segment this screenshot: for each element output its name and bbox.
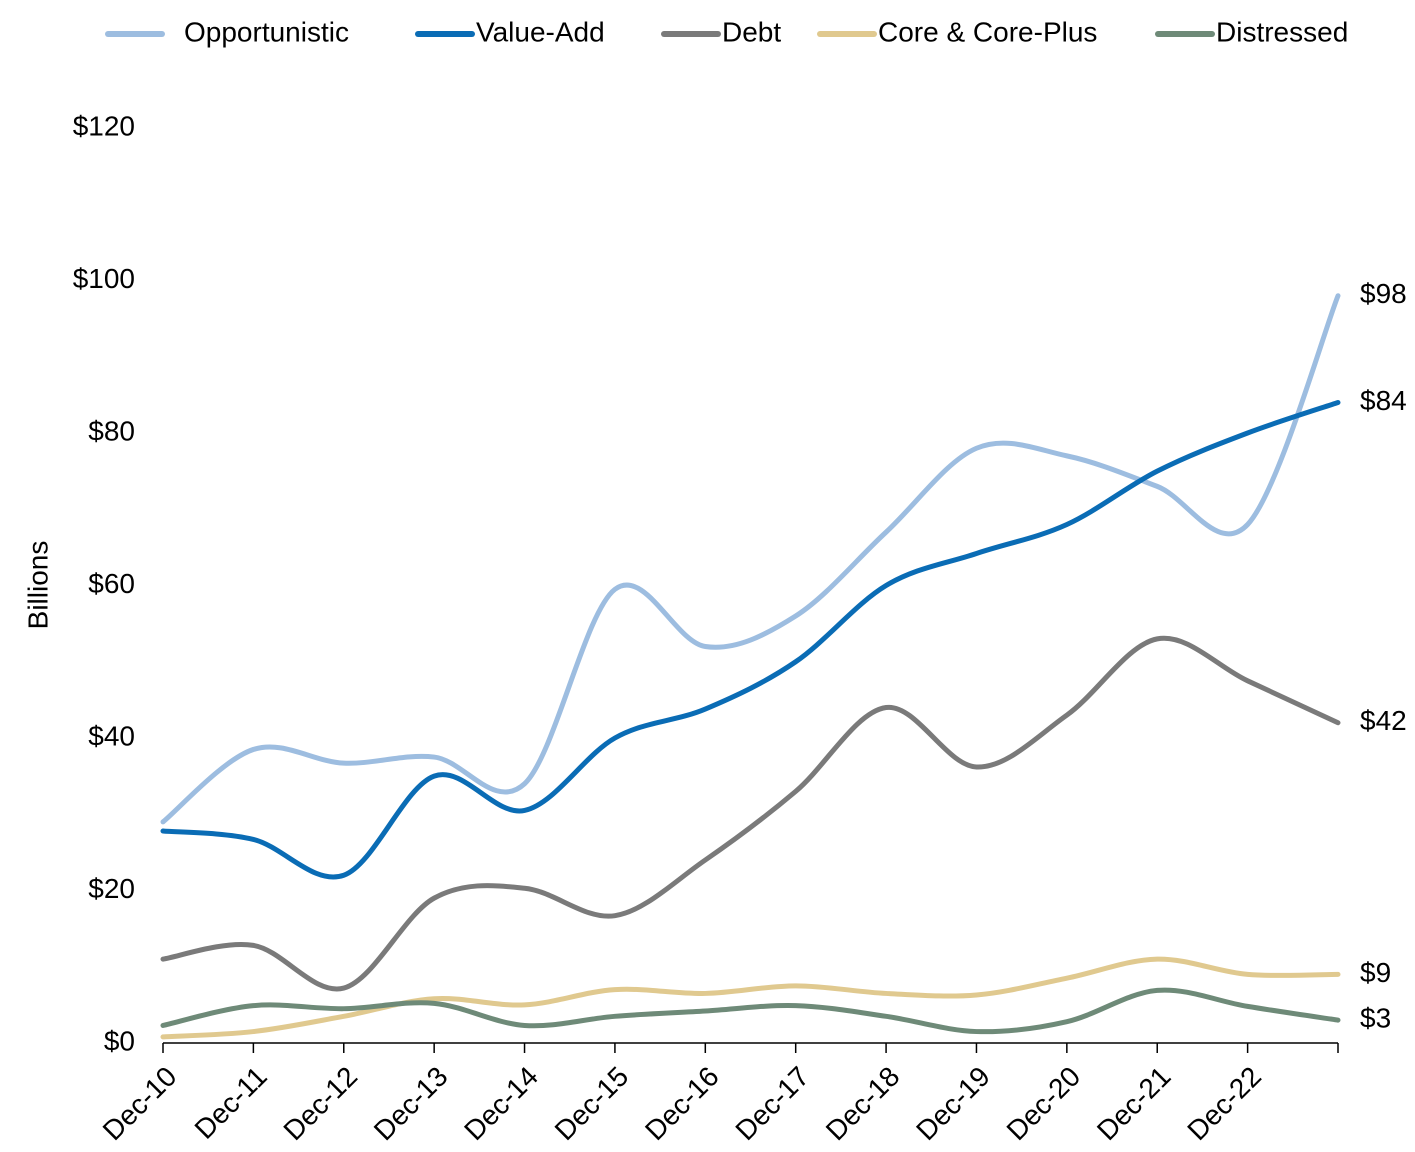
series-line xyxy=(160,400,1341,880)
y-tick-label: $100 xyxy=(73,263,135,294)
x-tick-label: Dec-20 xyxy=(1001,1061,1087,1147)
legend-label: Debt xyxy=(722,16,781,47)
x-tick-label: Dec-13 xyxy=(368,1061,454,1147)
x-tick-label: Dec-12 xyxy=(277,1061,363,1147)
x-tick-label: Dec-14 xyxy=(458,1061,544,1147)
data-label: $84 xyxy=(1360,385,1407,416)
series-line xyxy=(160,293,1341,825)
series-line xyxy=(160,956,1341,1040)
x-tick-label: Dec-11 xyxy=(189,1061,273,1145)
x-tick-label: Dec-21 xyxy=(1091,1061,1177,1147)
series-line xyxy=(160,635,1341,992)
x-tick-label: Dec-22 xyxy=(1181,1061,1267,1147)
x-tick-label: Dec-17 xyxy=(729,1061,815,1147)
data-label: $3 xyxy=(1360,1003,1391,1034)
y-tick-label: $60 xyxy=(88,568,135,599)
data-label: $9 xyxy=(1360,957,1391,988)
y-tick-label: $20 xyxy=(88,873,135,904)
data-label: $42 xyxy=(1360,705,1407,736)
x-tick-label: Dec-15 xyxy=(549,1061,635,1147)
y-tick-label: $120 xyxy=(73,110,135,141)
y-tick-label: $40 xyxy=(88,720,135,751)
x-tick-label: Dec-10 xyxy=(97,1061,183,1147)
y-axis-label: Billions xyxy=(22,541,53,630)
legend-label: Core & Core-Plus xyxy=(878,16,1097,47)
legend-label: Value-Add xyxy=(476,16,605,47)
y-tick-label: $0 xyxy=(104,1025,135,1056)
legend-label: Distressed xyxy=(1216,16,1348,47)
x-tick-label: Dec-16 xyxy=(639,1061,725,1147)
y-tick-label: $80 xyxy=(88,415,135,446)
legend-label: Opportunistic xyxy=(184,16,349,47)
x-tick-label: Dec-19 xyxy=(910,1061,996,1147)
x-tick-label: Dec-18 xyxy=(820,1061,906,1147)
series-line xyxy=(160,987,1341,1035)
data-label: $98 xyxy=(1360,278,1407,309)
